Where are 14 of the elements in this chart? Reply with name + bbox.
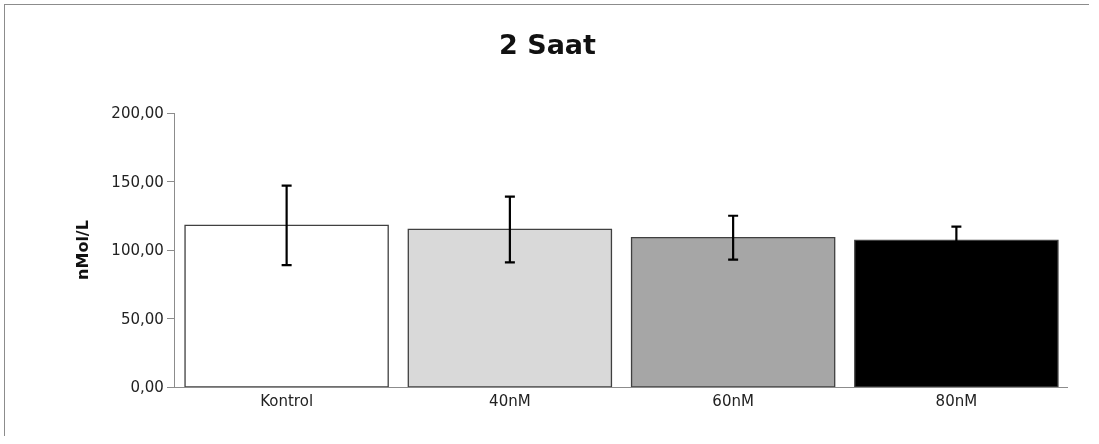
bar [630, 237, 836, 387]
y-tick-label: 150,00 [111, 172, 164, 191]
x-tick-label: 40nM [489, 392, 531, 411]
x-tick-label: 60nM [712, 392, 754, 411]
y-tick-label: 100,00 [111, 241, 164, 260]
chart-title: 2 Saat [499, 29, 597, 61]
bar [407, 228, 613, 387]
y-tick-label: 50,00 [120, 309, 164, 328]
y-tick-label: 0,00 [130, 378, 164, 397]
bar [184, 224, 389, 387]
y-axis-title: nMol/L [73, 220, 93, 280]
x-tick-label: Kontrol [260, 392, 314, 411]
x-tick-label: 80nM [935, 392, 978, 411]
y-tick-label: 200,00 [111, 104, 164, 123]
